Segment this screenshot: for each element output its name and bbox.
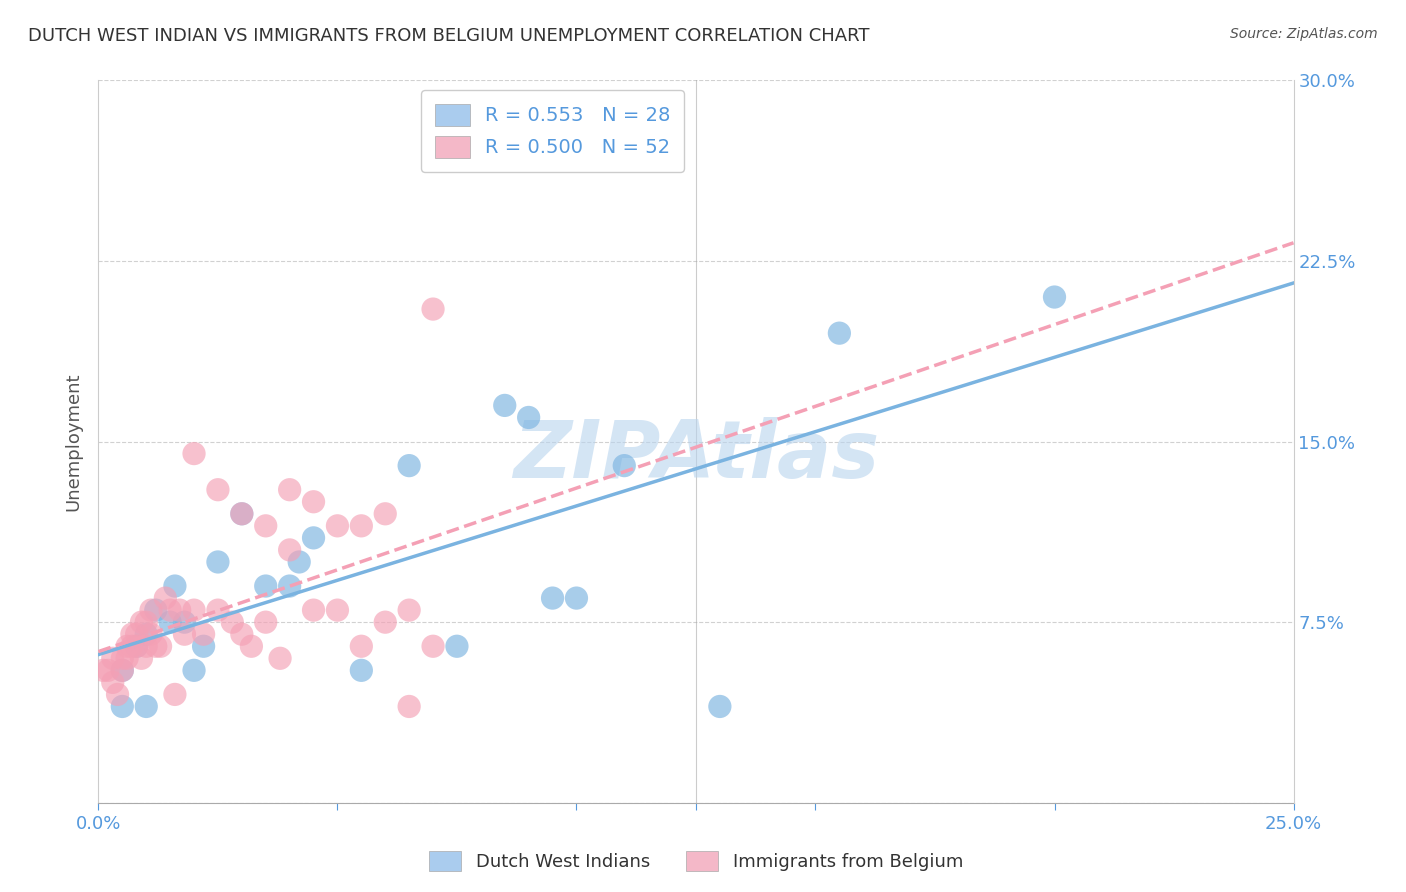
Point	[398, 458, 420, 473]
Point	[145, 603, 167, 617]
Point	[541, 591, 564, 605]
Point	[139, 603, 162, 617]
Point	[101, 675, 124, 690]
Point	[145, 639, 167, 653]
Point	[302, 494, 325, 508]
Text: DUTCH WEST INDIAN VS IMMIGRANTS FROM BELGIUM UNEMPLOYMENT CORRELATION CHART: DUTCH WEST INDIAN VS IMMIGRANTS FROM BEL…	[28, 27, 870, 45]
Point	[398, 699, 420, 714]
Point	[374, 615, 396, 630]
Point	[115, 639, 138, 653]
Point	[139, 627, 162, 641]
Point	[350, 664, 373, 678]
Point	[101, 651, 124, 665]
Point	[193, 627, 215, 641]
Point	[135, 627, 157, 641]
Point	[278, 483, 301, 497]
Point	[288, 555, 311, 569]
Point	[111, 699, 134, 714]
Point	[350, 518, 373, 533]
Point	[159, 603, 181, 617]
Point	[207, 483, 229, 497]
Point	[326, 603, 349, 617]
Legend: Dutch West Indians, Immigrants from Belgium: Dutch West Indians, Immigrants from Belg…	[419, 841, 973, 880]
Point	[517, 410, 540, 425]
Point	[163, 579, 186, 593]
Point	[173, 627, 195, 641]
Point	[125, 639, 148, 653]
Point	[269, 651, 291, 665]
Point	[1043, 290, 1066, 304]
Point	[422, 639, 444, 653]
Point	[111, 664, 134, 678]
Point	[446, 639, 468, 653]
Text: Source: ZipAtlas.com: Source: ZipAtlas.com	[1230, 27, 1378, 41]
Point	[828, 326, 851, 340]
Point	[155, 591, 177, 605]
Point	[494, 398, 516, 412]
Point	[326, 518, 349, 533]
Point	[183, 446, 205, 460]
Point	[91, 664, 114, 678]
Point	[97, 664, 120, 678]
Point	[565, 591, 588, 605]
Point	[159, 615, 181, 630]
Point	[254, 615, 277, 630]
Point	[302, 603, 325, 617]
Point	[121, 639, 143, 653]
Point	[613, 458, 636, 473]
Point	[183, 603, 205, 617]
Text: ZIPAtlas: ZIPAtlas	[513, 417, 879, 495]
Y-axis label: Unemployment: Unemployment	[65, 372, 83, 511]
Point	[278, 542, 301, 557]
Point	[422, 301, 444, 317]
Point	[231, 507, 253, 521]
Point	[107, 687, 129, 701]
Point	[302, 531, 325, 545]
Point	[111, 664, 134, 678]
Point	[709, 699, 731, 714]
Point	[121, 627, 143, 641]
Point	[135, 699, 157, 714]
Point	[131, 615, 153, 630]
Point	[169, 603, 191, 617]
Point	[231, 507, 253, 521]
Point	[374, 507, 396, 521]
Point	[278, 579, 301, 593]
Point	[350, 639, 373, 653]
Point	[221, 615, 243, 630]
Point	[207, 555, 229, 569]
Point	[131, 651, 153, 665]
Point	[254, 518, 277, 533]
Point	[398, 603, 420, 617]
Point	[111, 651, 134, 665]
Point	[207, 603, 229, 617]
Point	[125, 639, 148, 653]
Point	[183, 664, 205, 678]
Point	[115, 651, 138, 665]
Point	[163, 687, 186, 701]
Point	[240, 639, 263, 653]
Point	[149, 639, 172, 653]
Point	[173, 615, 195, 630]
Point	[254, 579, 277, 593]
Point	[135, 615, 157, 630]
Point	[231, 627, 253, 641]
Point	[135, 639, 157, 653]
Point	[125, 627, 148, 641]
Point	[193, 639, 215, 653]
